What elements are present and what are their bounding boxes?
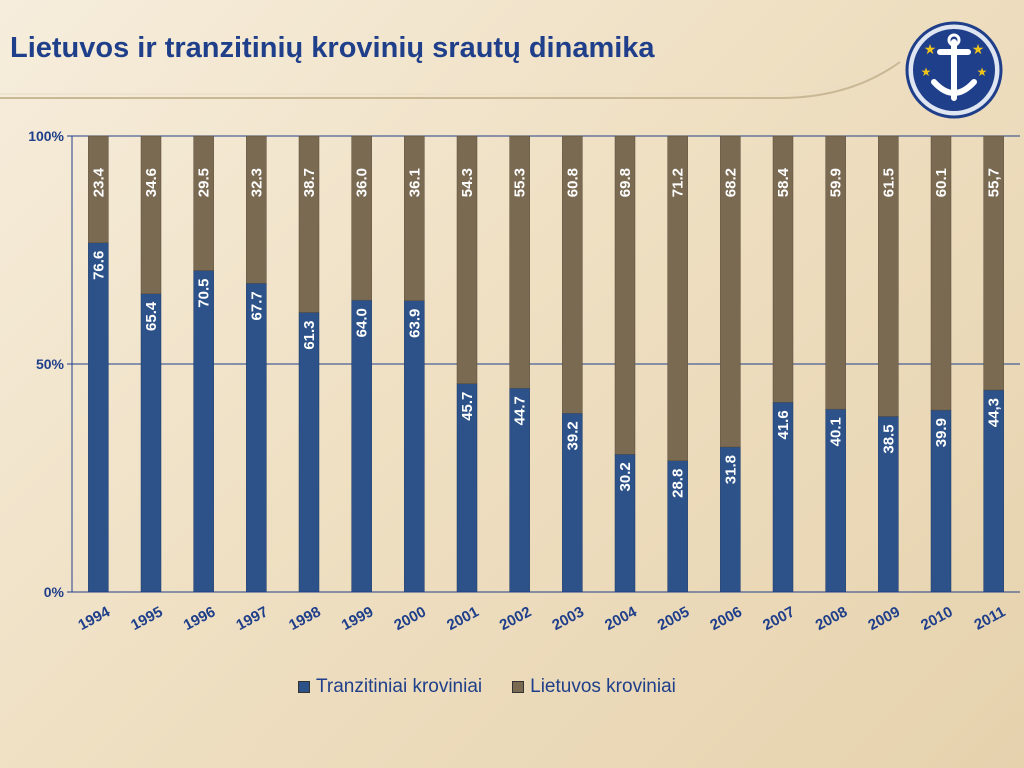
- x-tick-label: 1996: [181, 603, 218, 634]
- bar-lietuvos-2010: [930, 135, 952, 411]
- x-tick-label: 2003: [549, 603, 586, 634]
- header-decoration: [0, 0, 1024, 100]
- x-tick-label: 1995: [128, 603, 165, 634]
- bar-tranzit-1999: [351, 299, 372, 593]
- data-label-lietuvos: 34.6: [143, 168, 160, 197]
- data-label-lietuvos: 68.2: [722, 168, 739, 197]
- data-label-lietuvos: 36.0: [354, 168, 371, 197]
- x-tick-label: 2011: [972, 603, 1009, 633]
- page-title: Lietuvos ir tranzitinių krovinių srautų …: [10, 32, 655, 64]
- bar-lietuvos-2002: [509, 135, 530, 389]
- svg-text:★: ★: [921, 65, 932, 79]
- x-tick-label: 2008: [813, 603, 850, 634]
- bar-lietuvos-2007: [772, 135, 794, 403]
- y-tick-label: 50%: [36, 356, 65, 372]
- x-tick-label: 2009: [865, 603, 902, 634]
- data-label-lietuvos: 23.4: [90, 167, 107, 197]
- data-label-tranzit: 64.0: [354, 308, 371, 337]
- x-tick-label: 1998: [286, 603, 323, 634]
- data-label-tranzit: 61.3: [301, 320, 318, 349]
- data-label-lietuvos: 59.9: [828, 168, 845, 197]
- bar-tranzit-1997: [246, 283, 267, 593]
- y-tick-label: 0%: [44, 584, 65, 600]
- bar-tranzit-1995: [140, 293, 162, 593]
- bar-tranzit-2000: [404, 300, 425, 593]
- svg-text:★: ★: [972, 41, 985, 57]
- data-label-lietuvos: 58.4: [775, 167, 792, 197]
- bar-lietuvos-2004: [614, 135, 636, 455]
- data-label-lietuvos: 38.7: [301, 168, 318, 197]
- data-label-tranzit: 31.8: [722, 455, 739, 484]
- legend-item-lietuvos: Lietuvos kroviniai: [512, 676, 676, 698]
- bar-tranzit-1996: [193, 270, 214, 593]
- data-label-lietuvos: 69.8: [617, 168, 634, 197]
- data-label-tranzit: 44,3: [986, 398, 1003, 427]
- data-label-lietuvos: 32.3: [248, 168, 265, 197]
- bar-lietuvos-2000: [404, 135, 425, 301]
- bar-lietuvos-2011: [983, 135, 1004, 391]
- data-label-lietuvos: 55,7: [986, 168, 1003, 197]
- x-tick-label: 2005: [655, 603, 692, 634]
- bar-lietuvos-2001: [456, 135, 478, 384]
- bar-lietuvos-1998: [298, 135, 320, 313]
- legend-item-tranzit: Tranzitiniai kroviniai: [298, 676, 482, 698]
- bar-tranzit-1998: [298, 312, 320, 593]
- y-tick-label: 100%: [28, 128, 64, 144]
- bar-lietuvos-1994: [88, 135, 109, 243]
- x-tick-label: 2006: [707, 603, 744, 634]
- data-label-tranzit: 38.5: [880, 424, 897, 453]
- data-label-tranzit: 44.7: [512, 396, 529, 425]
- bar-lietuvos-2008: [825, 135, 846, 410]
- x-tick-label: 2007: [760, 603, 797, 634]
- data-label-tranzit: 67.7: [248, 291, 265, 320]
- x-tick-label: 1999: [339, 603, 376, 634]
- data-label-lietuvos: 60.8: [564, 168, 581, 197]
- data-label-tranzit: 30.2: [617, 462, 634, 491]
- svg-text:★: ★: [924, 41, 937, 57]
- bar-lietuvos-1996: [193, 135, 214, 271]
- data-label-lietuvos: 60.1: [933, 168, 950, 197]
- x-tick-label: 2004: [602, 603, 640, 634]
- bar-lietuvos-1997: [246, 135, 267, 284]
- bar-lietuvos-2005: [667, 135, 688, 461]
- svg-text:★: ★: [977, 65, 988, 79]
- data-label-tranzit: 40.1: [828, 417, 845, 446]
- data-label-lietuvos: 29.5: [196, 168, 213, 197]
- bar-lietuvos-2009: [878, 135, 899, 417]
- stacked-bar-chart: 76.6 23.4 65.4 34.6 70.5 29.5 67.7 32.3 61.3 38.7…: [28, 128, 1020, 634]
- data-label-lietuvos: 55.3: [512, 168, 529, 197]
- data-label-lietuvos: 61.5: [880, 168, 897, 197]
- bar-tranzit-1994: [88, 242, 109, 593]
- data-label-lietuvos: 54.3: [459, 168, 476, 197]
- x-tick-label: 2000: [391, 603, 428, 634]
- bar-lietuvos-2006: [720, 135, 741, 448]
- data-label-tranzit: 63.9: [406, 309, 423, 338]
- bar-lietuvos-1995: [140, 135, 162, 295]
- data-label-tranzit: 39.2: [564, 421, 581, 450]
- data-label-lietuvos: 36.1: [406, 168, 423, 197]
- legend-swatch-lietuvos: [512, 681, 525, 693]
- x-tick-label: 1997: [233, 603, 270, 634]
- legend-label-lietuvos: Lietuvos kroviniai: [530, 676, 676, 697]
- data-label-tranzit: 39.9: [933, 418, 950, 447]
- legend-swatch-tranzit: [298, 681, 310, 693]
- x-tick-label: 1994: [75, 603, 113, 634]
- legend-label-tranzit: Tranzitiniai kroviniai: [316, 676, 483, 697]
- data-label-tranzit: 41.6: [775, 410, 792, 439]
- data-label-tranzit: 65.4: [143, 301, 160, 331]
- x-tick-label: 2010: [918, 603, 955, 634]
- bar-lietuvos-1999: [351, 135, 372, 301]
- data-label-tranzit: 70.5: [196, 279, 213, 308]
- data-label-tranzit: 76.6: [90, 251, 107, 280]
- data-label-tranzit: 28.8: [670, 469, 687, 498]
- data-label-lietuvos: 71.2: [670, 168, 687, 197]
- x-tick-label: 2002: [497, 603, 534, 634]
- bar-lietuvos-2003: [562, 135, 583, 414]
- anchor-with-stars-logo: ★ ★ ★ ★: [904, 20, 1004, 120]
- chart-legend: Tranzitiniai kroviniai Lietuvos krovinia…: [298, 676, 676, 698]
- data-label-tranzit: 45.7: [459, 392, 476, 421]
- x-tick-label: 2001: [444, 603, 481, 634]
